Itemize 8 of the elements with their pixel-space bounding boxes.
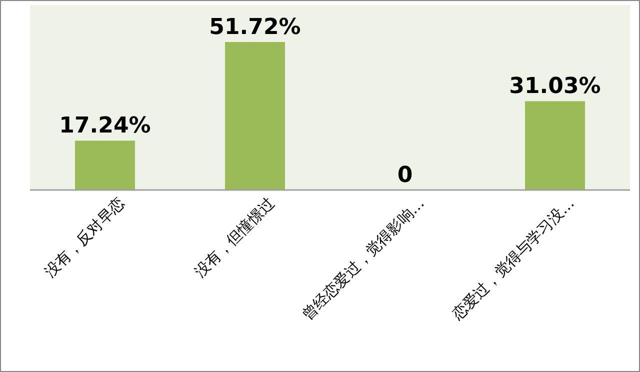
x-tick-label: 没有，反对早恋: [40, 194, 128, 282]
x-tick-label: 恋爱过，觉得与学习没…: [448, 194, 578, 324]
data-label: 0: [397, 163, 413, 188]
data-label: 31.03%: [509, 74, 601, 100]
data-label: 51.72%: [209, 15, 301, 40]
x-tick-label: 曾经恋爱过，觉得影响…: [298, 194, 428, 324]
x-tick-label: 没有，但憧憬过: [190, 194, 278, 282]
data-label: 17.24%: [59, 114, 151, 139]
